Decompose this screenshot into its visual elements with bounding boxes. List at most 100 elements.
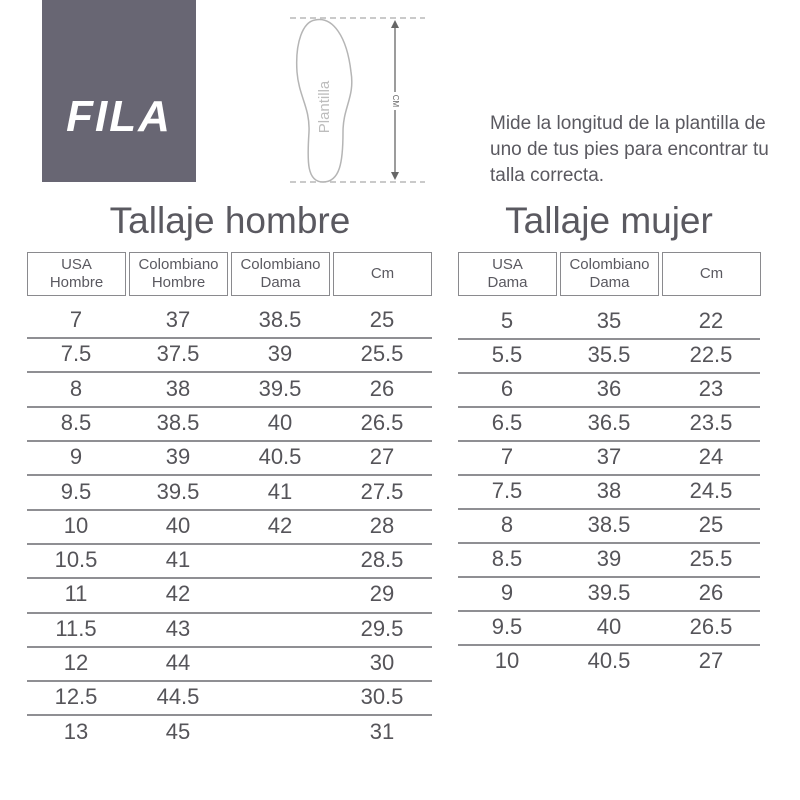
men-row-5-cell-0: 9.5 bbox=[60, 478, 92, 504]
men-row-8-cell-1: 42 bbox=[165, 581, 191, 607]
row-divider bbox=[27, 542, 432, 545]
row-divider bbox=[458, 508, 760, 510]
men-header-3: Cm bbox=[333, 252, 432, 296]
men-row-12-cell-1: 45 bbox=[165, 718, 191, 744]
row-divider bbox=[458, 338, 760, 340]
row-divider bbox=[458, 542, 760, 544]
women-row-6-cell-1: 38.5 bbox=[587, 512, 631, 537]
women-row-9-cell-1: 40 bbox=[596, 614, 622, 639]
women-row-7-cell-1: 39 bbox=[596, 546, 622, 571]
men-row-7-cell-1: 41 bbox=[165, 547, 191, 573]
men-row-3-cell-0: 8.5 bbox=[60, 409, 92, 435]
women-row-9-cell-2: 26.5 bbox=[689, 614, 733, 639]
row-divider bbox=[458, 576, 760, 578]
men-row-6-cell-3: 28 bbox=[369, 512, 395, 538]
men-header-1: Colombiano Hombre bbox=[129, 252, 228, 296]
men-row-9-cell-3: 29.5 bbox=[360, 615, 404, 641]
men-row-9-cell-0: 11.5 bbox=[55, 615, 97, 641]
men-row-2-cell-1: 38 bbox=[165, 375, 191, 401]
women-row-4-cell-1: 37 bbox=[596, 444, 622, 469]
men-row-0-cell-1: 37 bbox=[165, 307, 191, 332]
women-row-3-cell-2: 23.5 bbox=[689, 410, 733, 435]
women-row-7-cell-0: 8.5 bbox=[491, 546, 523, 571]
header-label: USA Hombre bbox=[49, 256, 104, 291]
men-row-0-cell-2: 38.5 bbox=[258, 307, 302, 332]
women-row-2-cell-1: 36 bbox=[596, 376, 622, 401]
women-row-5-cell-1: 38 bbox=[596, 478, 622, 503]
men-row-0-cell-0: 7 bbox=[69, 307, 83, 332]
women-header-0: USA Dama bbox=[458, 252, 557, 296]
insole-label: Plantilla bbox=[316, 80, 333, 133]
men-row-1-cell-0: 7.5 bbox=[60, 341, 92, 367]
row-divider bbox=[458, 610, 760, 612]
women-row-8-cell-1: 39.5 bbox=[587, 580, 631, 605]
row-divider bbox=[27, 508, 432, 511]
women-row-10-cell-0: 10 bbox=[494, 648, 520, 673]
fila-logo-box: FILA bbox=[42, 0, 196, 182]
men-row-6-cell-2: 42 bbox=[267, 512, 293, 538]
men-header-0: USA Hombre bbox=[27, 252, 126, 296]
measure-label: CM bbox=[391, 95, 400, 108]
row-divider bbox=[27, 405, 432, 408]
women-row-6-cell-0: 8 bbox=[500, 512, 514, 537]
women-row-10-cell-1: 40.5 bbox=[587, 648, 631, 673]
header-label: Colombiano Dama bbox=[569, 256, 650, 291]
men-row-10-cell-1: 44 bbox=[165, 650, 191, 675]
women-row-4-cell-0: 7 bbox=[500, 444, 514, 469]
men-row-6-cell-0: 10 bbox=[63, 512, 89, 538]
men-row-4-cell-2: 40.5 bbox=[258, 444, 302, 470]
men-row-3-cell-2: 40 bbox=[267, 409, 293, 435]
arrow-up-icon bbox=[391, 20, 399, 28]
header-label: Cm bbox=[370, 265, 395, 282]
men-row-5-cell-1: 39.5 bbox=[156, 478, 200, 504]
header-label: Cm bbox=[699, 265, 724, 282]
men-row-1-cell-3: 25.5 bbox=[360, 341, 404, 367]
header-label: USA Dama bbox=[487, 256, 528, 291]
row-divider bbox=[27, 440, 432, 443]
women-row-2-cell-2: 23 bbox=[698, 376, 724, 401]
women-row-8-cell-2: 26 bbox=[698, 580, 724, 605]
men-row-11-cell-0: 12.5 bbox=[54, 684, 98, 710]
men-row-12-cell-0: 13 bbox=[63, 718, 89, 744]
row-divider bbox=[27, 680, 432, 683]
row-divider bbox=[458, 474, 760, 476]
row-divider bbox=[27, 371, 432, 374]
row-divider bbox=[458, 372, 760, 374]
men-row-0-cell-3: 25 bbox=[369, 307, 395, 332]
row-divider bbox=[27, 611, 432, 614]
men-row-4-cell-3: 27 bbox=[369, 444, 395, 470]
women-row-9-cell-0: 9.5 bbox=[491, 614, 523, 639]
men-row-11-cell-3: 30.5 bbox=[360, 684, 404, 710]
men-row-3-cell-1: 38.5 bbox=[156, 409, 200, 435]
instructions-text: Mide la longitud de la plantilla de uno … bbox=[490, 113, 769, 186]
men-row-9-cell-1: 43 bbox=[165, 615, 191, 641]
men-row-4-cell-0: 9 bbox=[69, 444, 83, 470]
women-row-3-cell-1: 36.5 bbox=[587, 410, 631, 435]
row-divider bbox=[27, 337, 432, 340]
women-row-1-cell-0: 5.5 bbox=[491, 342, 523, 367]
men-row-2-cell-3: 26 bbox=[369, 375, 395, 401]
women-header-1: Colombiano Dama bbox=[560, 252, 659, 296]
men-row-1-cell-2: 39 bbox=[267, 341, 293, 367]
women-row-8-cell-0: 9 bbox=[500, 580, 514, 605]
women-row-3-cell-0: 6.5 bbox=[491, 410, 523, 435]
row-divider bbox=[27, 714, 432, 717]
row-divider bbox=[458, 406, 760, 408]
men-row-8-cell-0: 11 bbox=[64, 581, 88, 607]
men-row-5-cell-3: 27.5 bbox=[360, 478, 404, 504]
men-row-3-cell-3: 26.5 bbox=[360, 409, 404, 435]
men-row-2-cell-2: 39.5 bbox=[258, 375, 302, 401]
men-row-12-cell-3: 31 bbox=[369, 718, 395, 744]
women-row-0-cell-1: 35 bbox=[596, 308, 622, 333]
women-row-0-cell-0: 5 bbox=[500, 308, 514, 333]
men-row-4-cell-1: 39 bbox=[165, 444, 191, 470]
men-header-2: Colombiano Dama bbox=[231, 252, 330, 296]
men-row-10-cell-3: 30 bbox=[369, 650, 395, 675]
row-divider bbox=[458, 644, 760, 646]
women-row-6-cell-2: 25 bbox=[698, 512, 724, 537]
insole-diagram: Plantilla CM bbox=[290, 17, 425, 183]
women-title: Tallaje mujer bbox=[505, 200, 713, 241]
women-row-7-cell-2: 25.5 bbox=[689, 546, 733, 571]
men-row-8-cell-3: 29 bbox=[369, 581, 395, 607]
men-row-6-cell-1: 40 bbox=[165, 512, 191, 538]
